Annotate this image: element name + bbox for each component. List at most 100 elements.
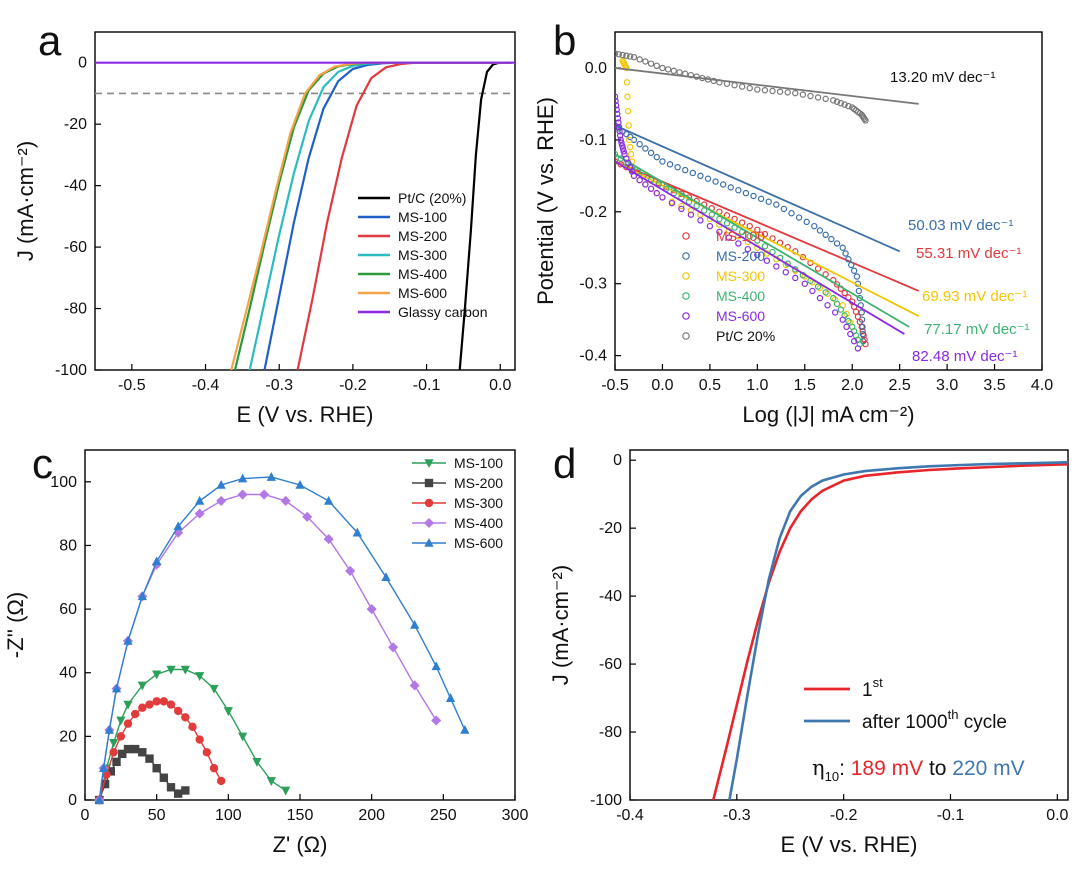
data-point [853,273,861,280]
data-point [223,707,233,716]
data-point [811,222,818,230]
data-point [118,749,127,759]
series-group [712,460,1068,800]
x-tick-label: 250 [430,807,457,824]
data-point [615,50,619,57]
data-point [858,309,865,316]
data-point [623,64,630,72]
data-point [738,83,746,90]
data-point [699,74,706,82]
slope-label: 55.31 mV dec⁻¹ [916,245,1021,262]
data-point [687,211,695,218]
y-tick-label: -80 [599,724,622,741]
data-point [830,97,837,104]
legend-label: MS-300 [398,247,447,263]
data-point [628,163,636,171]
x-axis-title: E (V vs. RHE) [237,402,374,427]
data-point [769,87,776,95]
data-point [708,211,715,218]
data-point [710,77,717,85]
data-point [130,709,140,719]
plot-frame [614,31,1043,371]
data-point [381,572,391,582]
data-point [837,306,845,313]
data-point [116,716,126,726]
data-point [259,489,270,500]
data-point [659,194,666,201]
x-tick-label: 0.0 [489,377,511,394]
data-point [727,184,734,191]
data-point [642,58,649,65]
data-point [704,76,712,83]
legend-label: MS-200 [454,475,503,491]
data-point [636,176,643,184]
data-point [731,82,738,89]
data-point [460,724,470,734]
data-point [366,604,377,615]
plot-frame [629,449,1069,801]
data-point [615,151,619,158]
data-point [123,635,133,645]
data-point [859,323,866,331]
data-point [636,140,643,148]
data-point [237,489,248,500]
x-axis-title: Log (|J| mA cm⁻²) [742,402,914,427]
data-point [145,754,154,763]
x-tick-label: -0.2 [830,807,858,824]
x-tick-label: 2.5 [889,377,911,394]
y-tick-label: 0.0 [585,60,607,77]
data-point [833,300,841,308]
legend-marker [424,537,434,547]
x-tick-label: 3.5 [983,377,1005,394]
data-point [99,763,109,772]
data-point [735,187,742,194]
x-tick-label: 0.5 [699,377,721,394]
data-point [761,87,769,94]
data-point [166,665,176,675]
data-point [833,281,841,288]
x-tick-label: 50 [148,807,166,824]
legend-label: MS-400 [716,288,765,304]
data-point [842,250,849,257]
y-axis-title: J (mA·cm⁻²) [13,141,38,261]
fit-line [615,160,905,335]
y-tick-label: 80 [59,537,77,554]
data-point [345,565,356,576]
data-point [666,161,674,168]
data-point [112,757,121,767]
slope-label: 69.93 mV dec⁻¹ [922,288,1027,305]
eta-symbol: η [812,756,825,780]
y-axis-title: -Z'' (Ω) [3,592,28,658]
data-point [626,143,634,151]
data-point [202,748,212,757]
data-point [845,317,852,325]
legend-label: MS-400 [454,515,503,531]
data-point [712,178,719,185]
legend-label-main: after 1000 [862,712,948,733]
legend-label: MS-200 [716,248,765,264]
data-point [809,287,816,295]
data-point [780,205,788,213]
data-point [159,697,169,706]
data-point [123,744,133,754]
data-point [792,266,799,273]
legend-label: MS-600 [716,308,765,324]
data-point [130,744,140,754]
data-point [642,181,649,188]
y-tick-label: 0 [78,55,87,72]
data-point [782,268,790,276]
data-point [266,777,276,786]
data-point [180,665,190,675]
legend-label: after 1000th cycle [862,707,1007,733]
y-axis-title: J (mA·cm⁻²) [548,565,573,685]
y-tick-label: -60 [599,656,622,673]
data-point [689,169,697,177]
data-point [618,139,625,146]
data-point [664,66,672,73]
data-point [615,110,621,118]
data-point [828,235,835,243]
x-tick-label: -0.1 [937,807,965,824]
legend-marker [424,478,434,488]
data-point [807,92,814,100]
x-tick-label: 0.0 [1046,807,1068,824]
